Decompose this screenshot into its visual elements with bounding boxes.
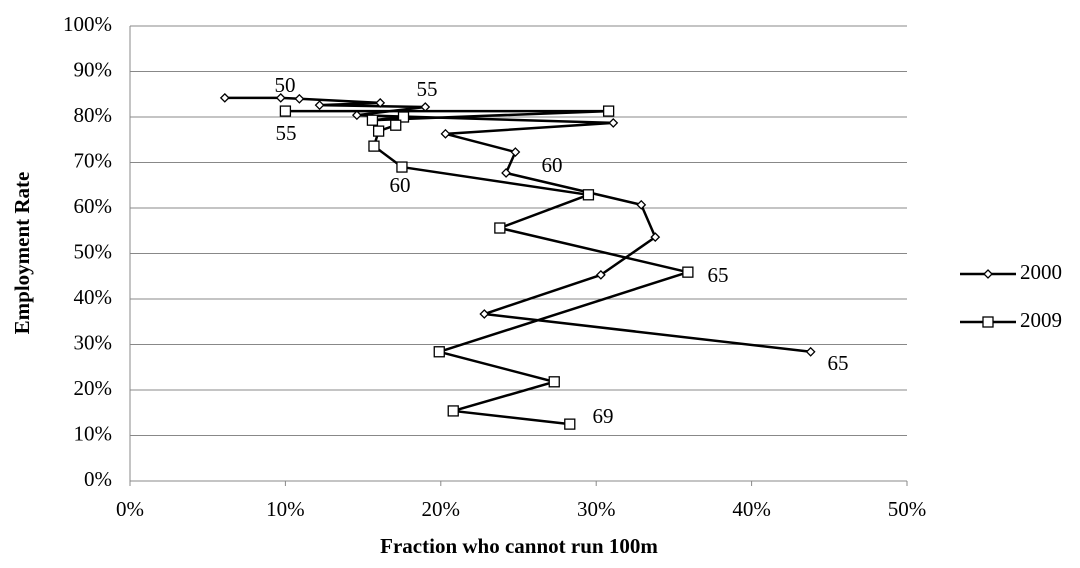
x-tick-label: 0% bbox=[116, 497, 144, 521]
marker bbox=[510, 147, 521, 157]
x-tick-label: 40% bbox=[732, 497, 771, 521]
x-tick-label: 10% bbox=[266, 497, 305, 521]
marker bbox=[294, 93, 305, 104]
marker bbox=[275, 92, 286, 103]
marker bbox=[375, 97, 386, 108]
marker bbox=[372, 125, 385, 137]
y-tick-label: 50% bbox=[74, 239, 113, 263]
y-tick-label: 100% bbox=[63, 12, 112, 36]
annotation: 65 bbox=[828, 351, 849, 375]
marker bbox=[602, 105, 615, 117]
annotation: 60 bbox=[542, 153, 563, 177]
marker bbox=[390, 119, 402, 131]
y-tick-label: 60% bbox=[74, 194, 113, 218]
y-tick-label: 30% bbox=[74, 330, 113, 354]
marker bbox=[420, 102, 431, 112]
marker bbox=[314, 100, 325, 111]
marker bbox=[682, 266, 694, 278]
y-tick-label: 40% bbox=[74, 285, 113, 309]
marker bbox=[479, 309, 490, 319]
marker bbox=[548, 376, 560, 388]
series-line bbox=[285, 109, 690, 426]
annotation: 60 bbox=[390, 173, 411, 197]
annotation: 69 bbox=[593, 404, 614, 428]
marker bbox=[564, 418, 576, 430]
marker bbox=[219, 92, 230, 103]
marker bbox=[636, 199, 647, 210]
x-tick-label: 20% bbox=[422, 497, 461, 521]
legend-label: 2000 bbox=[1020, 260, 1062, 284]
marker bbox=[366, 114, 379, 126]
y-tick-label: 90% bbox=[74, 57, 113, 81]
x-tick-label: 30% bbox=[577, 497, 616, 521]
marker bbox=[494, 222, 506, 234]
series-line bbox=[224, 96, 811, 354]
marker bbox=[582, 189, 595, 201]
annotation: 55 bbox=[276, 121, 297, 145]
legend-marker bbox=[983, 269, 993, 279]
legend-marker bbox=[982, 316, 994, 328]
marker bbox=[447, 405, 459, 417]
x-tick-label: 50% bbox=[888, 497, 927, 521]
marker bbox=[396, 161, 408, 173]
marker bbox=[608, 117, 619, 128]
marker bbox=[650, 232, 661, 243]
y-tick-label: 0% bbox=[84, 467, 112, 491]
marker bbox=[279, 105, 292, 117]
legend-label: 2009 bbox=[1020, 308, 1062, 332]
annotation: 55 bbox=[417, 77, 438, 101]
marker bbox=[368, 140, 380, 152]
x-axis-label: Fraction who cannot run 100m bbox=[380, 534, 658, 558]
y-tick-label: 10% bbox=[74, 421, 113, 445]
marker bbox=[397, 111, 410, 123]
annotation: 50 bbox=[275, 73, 296, 97]
marker bbox=[805, 346, 816, 357]
y-axis-label: Employment Rate bbox=[10, 172, 34, 335]
y-tick-label: 80% bbox=[74, 103, 113, 127]
marker bbox=[351, 110, 362, 121]
y-tick-label: 20% bbox=[74, 376, 113, 400]
marker bbox=[433, 346, 445, 358]
marker bbox=[501, 168, 511, 178]
marker bbox=[440, 128, 451, 139]
annotation: 65 bbox=[708, 263, 729, 287]
marker bbox=[595, 269, 606, 280]
y-tick-label: 70% bbox=[74, 148, 113, 172]
